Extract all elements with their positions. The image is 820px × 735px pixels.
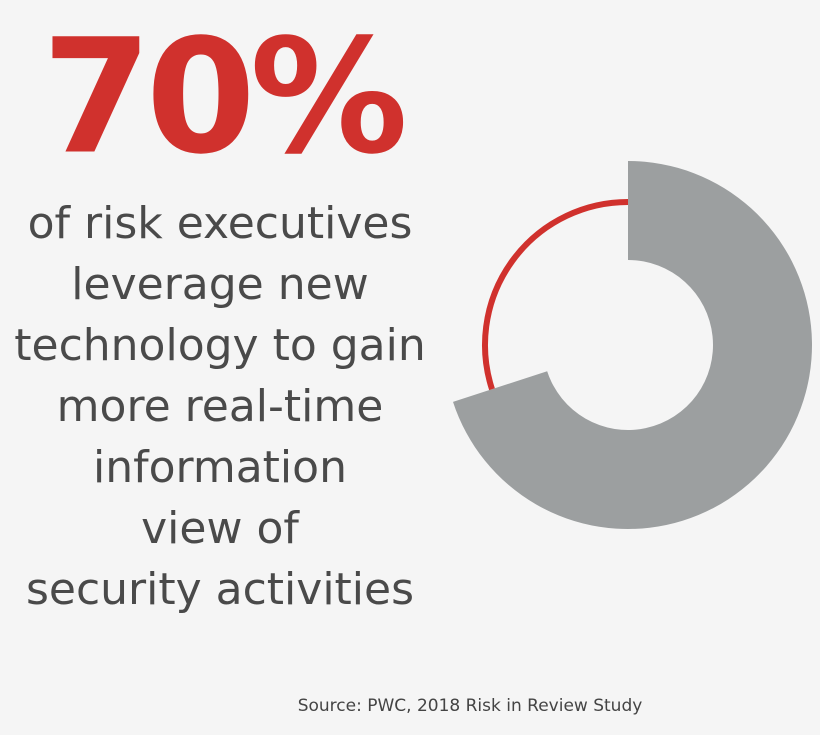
- description-line: of risk executives: [28, 198, 413, 249]
- description-line: leverage new: [71, 259, 368, 310]
- donut-segment: [453, 161, 812, 529]
- donut-arc: [482, 199, 629, 391]
- description-line: security activities: [26, 564, 414, 615]
- description-line: information: [93, 442, 347, 493]
- description-line: view of: [141, 503, 300, 554]
- headline: 70%: [42, 5, 404, 189]
- source: Source: PWC, 2018 Risk in Review Study: [298, 696, 643, 716]
- description-line: technology to gain: [14, 320, 425, 371]
- description-line: more real-time: [57, 381, 384, 432]
